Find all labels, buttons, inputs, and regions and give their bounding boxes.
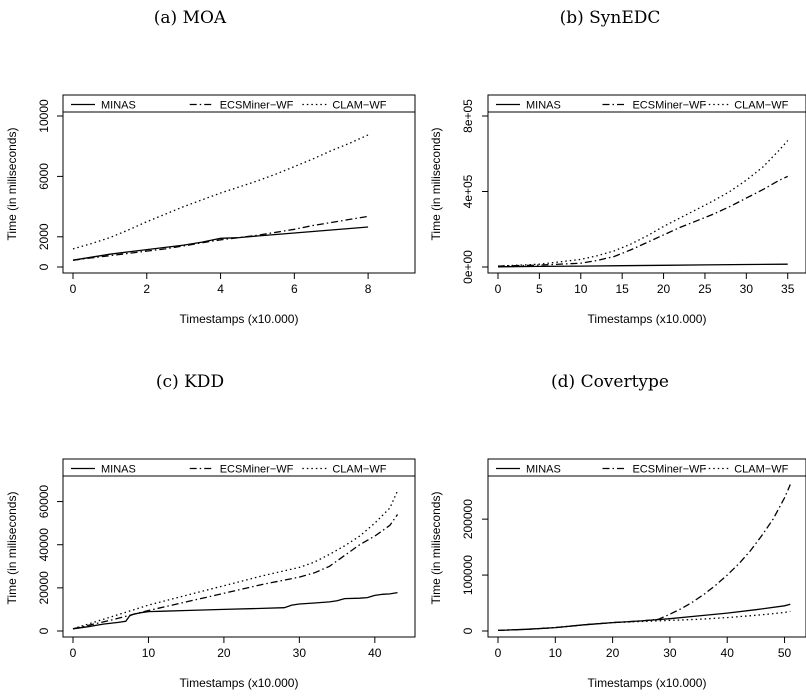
chart-0-ytick-label-0: 0 xyxy=(37,263,51,270)
chart-2-legend-label-0: MINAS xyxy=(101,464,136,476)
chart-1-series-2-line xyxy=(497,140,789,267)
chart-2-ytick-label-2: 40000 xyxy=(37,528,51,562)
panel-b-caption: (b) SynEDC xyxy=(559,8,661,28)
chart-3-xtick-label-2: 20 xyxy=(606,646,620,660)
chart-1-xtick-label-3: 15 xyxy=(615,282,629,296)
chart-1-legend-label-1: ECSMiner−WF xyxy=(632,100,706,112)
chart-0-frame xyxy=(62,94,416,274)
chart-1-xlabel: Timestamps (x10.000) xyxy=(588,312,707,326)
chart-1-ylabel: Time (in miliseconds) xyxy=(429,128,443,241)
chart-1-xtick-label-4: 20 xyxy=(657,282,671,296)
chart-1-xtick-label-6: 30 xyxy=(740,282,754,296)
chart-3-series-1-line xyxy=(497,484,791,632)
chart-2-ytick-label-1: 20000 xyxy=(37,571,51,605)
chart-3-legend-label-1: ECSMiner−WF xyxy=(632,464,706,476)
chart-3-series-0-line xyxy=(497,603,791,632)
chart-1-xtick-label-7: 35 xyxy=(781,282,795,296)
chart-0-xtick-label-3: 6 xyxy=(291,282,298,296)
chart-0-xtick-label-0: 0 xyxy=(70,282,77,296)
chart-0-ylabel: Time (in miliseconds) xyxy=(5,128,19,241)
chart-1-ytick-label-1: 4e+05 xyxy=(461,174,475,208)
chart-2-frame xyxy=(62,458,416,638)
chart-3-frame xyxy=(487,458,806,638)
chart-3-legend-label-2: CLAM−WF xyxy=(734,464,788,476)
chart-0-xlabel: Timestamps (x10.000) xyxy=(180,312,299,326)
chart-2-ytick-label-3: 60000 xyxy=(37,485,51,519)
chart-0-xtick-label-1: 2 xyxy=(143,282,150,296)
chart-3-xtick-label-1: 10 xyxy=(549,646,563,660)
chart-3-xtick-label-3: 30 xyxy=(663,646,677,660)
chart-1-legend-label-2: CLAM−WF xyxy=(734,100,788,112)
chart-2-ylabel: Time (in miliseconds) xyxy=(5,492,19,605)
chart-1-legend-label-0: MINAS xyxy=(526,100,561,112)
chart-0-ytick-label-3: 10000 xyxy=(37,99,51,133)
chart-1-frame xyxy=(487,94,806,274)
chart-3-ytick-label-1: 100000 xyxy=(461,555,475,595)
chart-2-series-1-line xyxy=(72,514,399,630)
panel-c-caption: (c) KDD xyxy=(155,372,225,392)
chart-0-legend-label-1: ECSMiner−WF xyxy=(220,100,294,112)
chart-3-xlabel: Timestamps (x10.000) xyxy=(588,676,707,690)
chart-2-xtick-label-1: 10 xyxy=(142,646,156,660)
chart-2-ytick-label-0: 0 xyxy=(37,627,51,634)
chart-0-series-1-line xyxy=(72,215,369,261)
chart-2-xtick-label-0: 0 xyxy=(70,646,77,660)
chart-1-ytick-label-2: 8e+05 xyxy=(461,99,475,133)
chart-2-legend-label-1: ECSMiner−WF xyxy=(220,464,294,476)
chart-0-xtick-label-4: 8 xyxy=(365,282,372,296)
chart-1-series-0-line xyxy=(497,263,788,268)
chart-1-xtick-label-2: 10 xyxy=(574,282,588,296)
chart-2-xlabel: Timestamps (x10.000) xyxy=(180,676,299,690)
chart-3-xtick-label-4: 40 xyxy=(721,646,735,660)
chart-3-ytick-label-2: 200000 xyxy=(461,499,475,539)
chart-2-legend-label-2: CLAM−WF xyxy=(332,464,386,476)
chart-0-legend-label-0: MINAS xyxy=(101,100,136,112)
chart-1-xtick-label-0: 0 xyxy=(495,282,502,296)
chart-0-series-0-line xyxy=(72,226,369,261)
chart-3-xtick-label-5: 50 xyxy=(778,646,792,660)
chart-3-xtick-label-0: 0 xyxy=(495,646,502,660)
chart-0-series-2-line xyxy=(72,134,369,250)
chart-2-xtick-label-3: 30 xyxy=(293,646,307,660)
chart-1-ytick-label-0: 0e+00 xyxy=(461,250,475,284)
chart-2-series-2-line xyxy=(72,490,399,630)
chart-2-xtick-label-4: 40 xyxy=(368,646,382,660)
chart-1-xtick-label-5: 25 xyxy=(698,282,712,296)
chart-1-series-1-line xyxy=(497,175,788,267)
chart-2-series-0-line xyxy=(72,591,398,630)
chart-2-xtick-label-2: 20 xyxy=(217,646,231,660)
chart-3-series-2-line xyxy=(497,610,791,632)
panel-a-caption: (a) MOA xyxy=(153,8,227,28)
chart-0-ytick-label-2: 6000 xyxy=(37,163,51,190)
chart-3-ylabel: Time (in miliseconds) xyxy=(429,492,443,605)
chart-3-legend-label-0: MINAS xyxy=(526,464,561,476)
chart-1-xtick-label-1: 5 xyxy=(536,282,543,296)
panel-d-caption: (d) Covertype xyxy=(551,372,669,392)
chart-0-xtick-label-2: 4 xyxy=(217,282,224,296)
chart-0-legend-label-2: CLAM−WF xyxy=(332,100,386,112)
chart-3-ytick-label-0: 0 xyxy=(461,627,475,634)
chart-0-ytick-label-1: 2000 xyxy=(37,223,51,250)
